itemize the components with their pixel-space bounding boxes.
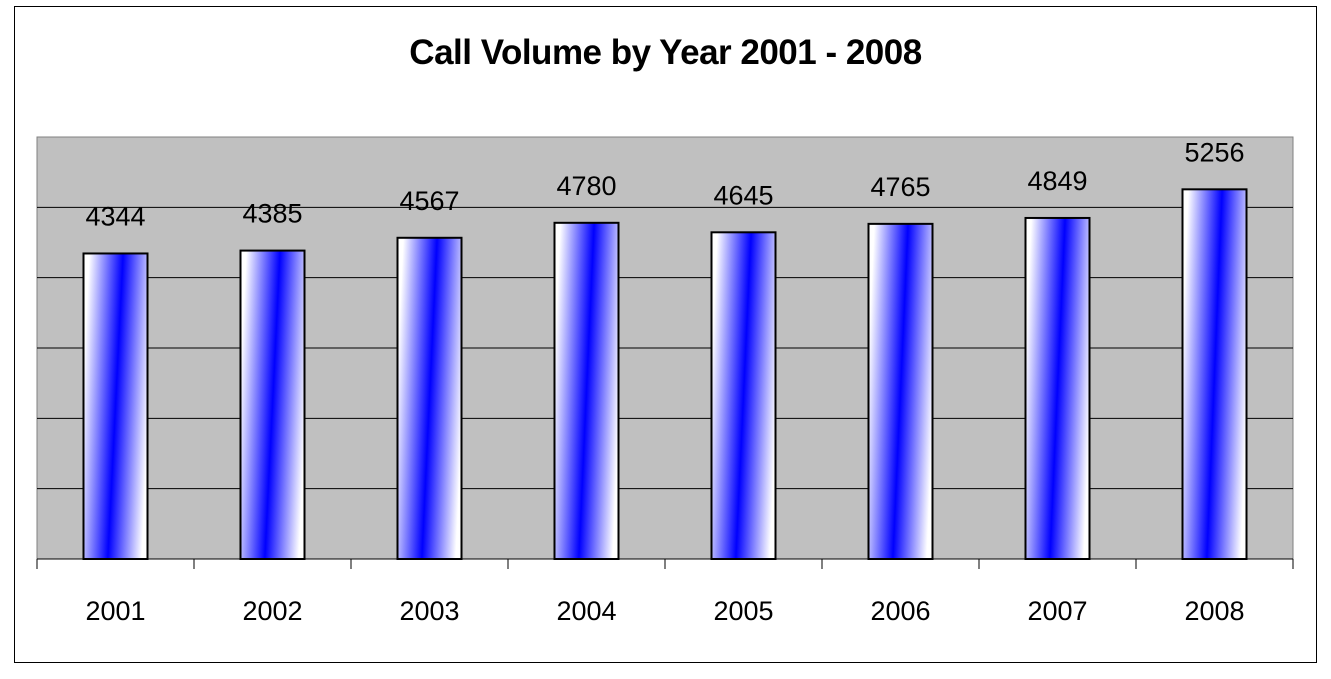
category-labels: 2001 2002 2003 2004 2005 2006 2007 2008 <box>85 596 1244 626</box>
x-ticks <box>36 559 1294 569</box>
value-label-2002: 4385 <box>242 199 302 229</box>
bar-2008 <box>1181 188 1248 560</box>
category-label-2001: 2001 <box>85 596 145 626</box>
bar-2004 <box>553 221 620 560</box>
category-label-2002: 2002 <box>242 596 302 626</box>
value-label-2006: 4765 <box>870 172 930 202</box>
value-labels: 4344 4385 4567 4780 4645 4765 4849 5256 <box>85 137 1244 231</box>
category-label-2005: 2005 <box>713 596 773 626</box>
bar-2001 <box>82 252 149 561</box>
value-label-2003: 4567 <box>399 186 459 216</box>
category-label-2003: 2003 <box>399 596 459 626</box>
value-label-2005: 4645 <box>713 180 773 210</box>
category-label-2007: 2007 <box>1027 596 1087 626</box>
bar-2007 <box>1024 216 1091 560</box>
bar-2003 <box>396 236 463 561</box>
bar-2006 <box>867 222 934 560</box>
category-label-2006: 2006 <box>870 596 930 626</box>
value-label-2008: 5256 <box>1184 137 1244 167</box>
category-label-2008: 2008 <box>1184 596 1244 626</box>
chart-title: Call Volume by Year 2001 - 2008 <box>409 33 922 72</box>
category-label-2004: 2004 <box>556 596 616 626</box>
value-label-2007: 4849 <box>1027 166 1087 196</box>
bar-2002 <box>239 249 306 560</box>
bar-2005 <box>710 231 777 560</box>
value-label-2001: 4344 <box>85 201 145 231</box>
value-label-2004: 4780 <box>556 171 616 201</box>
bars <box>82 188 1248 561</box>
